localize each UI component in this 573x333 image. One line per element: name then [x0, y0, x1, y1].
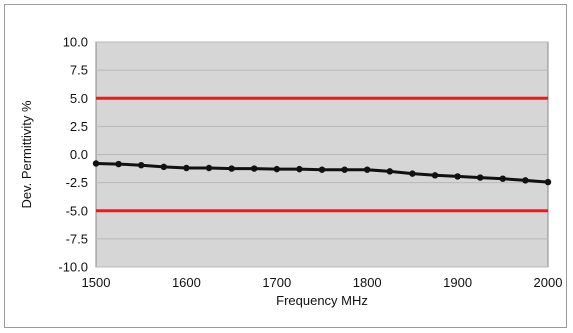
data-point — [454, 173, 461, 180]
y-tick-label: 5.0 — [70, 91, 88, 106]
data-point — [386, 168, 393, 175]
series-points — [92, 160, 552, 186]
data-point — [341, 166, 348, 173]
y-tick-label: 0.0 — [70, 147, 88, 162]
x-tick-label: 1800 — [353, 275, 382, 290]
data-point — [431, 172, 439, 179]
y-tick-label: 7.5 — [70, 63, 88, 78]
y-tick-label: 10.0 — [63, 35, 88, 50]
data-point — [251, 165, 258, 172]
data-point — [522, 177, 529, 184]
x-tick-label: 1900 — [443, 275, 472, 290]
x-tick-labels: 1500 1600 1700 1800 1900 2000 — [82, 275, 563, 290]
data-point — [499, 175, 506, 182]
x-axis-label: Frequency MHz — [276, 293, 368, 308]
data-point — [364, 166, 371, 173]
data-point — [138, 161, 145, 169]
data-point — [160, 163, 167, 171]
y-tick-labels: 10.0 7.5 5.0 2.5 0.0 -2.5 -5.0 -7.5 -10.0 — [58, 35, 88, 275]
limit-lines — [96, 96, 548, 213]
x-tick-label: 1700 — [262, 275, 291, 290]
data-point — [409, 170, 416, 177]
y-tick-label: -7.5 — [66, 231, 88, 246]
data-point — [477, 174, 484, 181]
x-tick-label: 2000 — [534, 275, 563, 290]
data-point — [92, 160, 100, 167]
y-axis-label: Dev. Permittivity % — [19, 100, 34, 209]
y-tick-label: 2.5 — [70, 119, 88, 134]
y-tick-label: -2.5 — [66, 175, 88, 190]
data-point — [228, 165, 235, 172]
x-tick-label: 1600 — [172, 275, 201, 290]
data-point — [115, 160, 122, 168]
data-point — [183, 164, 190, 172]
data-point — [318, 166, 326, 173]
data-point — [544, 178, 552, 186]
data-point — [296, 165, 303, 173]
data-point — [273, 165, 280, 173]
data-point — [205, 164, 213, 172]
x-tick-label: 1500 — [82, 275, 111, 290]
y-tick-label: -10.0 — [58, 260, 88, 275]
y-tick-label: -5.0 — [66, 203, 88, 218]
